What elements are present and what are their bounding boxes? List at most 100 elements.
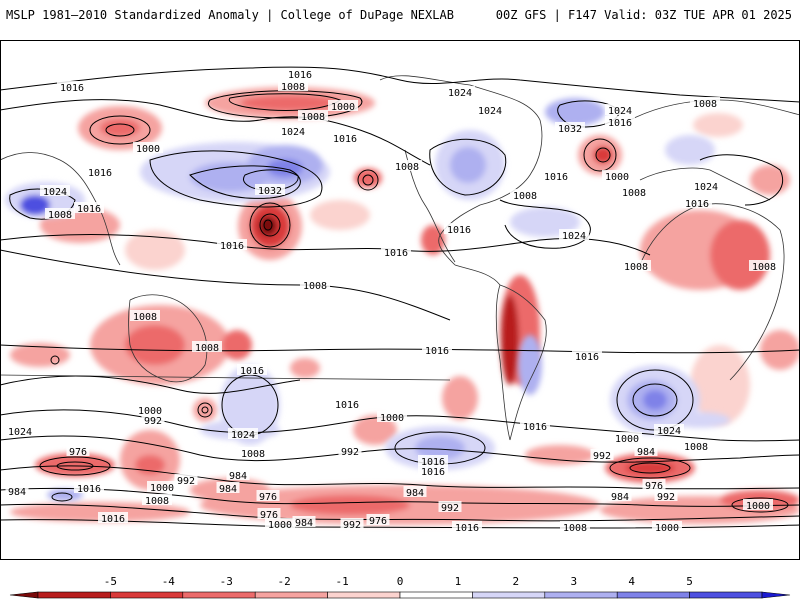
isobar-label-bg <box>377 411 407 422</box>
isobar-label-bg <box>257 508 281 519</box>
isobar-label-bg <box>422 344 452 355</box>
isobar-label: 1000 <box>655 523 679 534</box>
colorbar-tick-label: -1 <box>335 575 348 588</box>
isobar-label: 1024 <box>8 427 32 438</box>
isobar-label-bg <box>66 445 90 456</box>
isobar-label: 1000 <box>615 434 639 445</box>
isobar-label: 1016 <box>333 134 357 145</box>
isobar-label-bg <box>605 104 635 115</box>
isobar-label-bg <box>642 479 666 490</box>
isobar-label-bg <box>403 486 427 497</box>
isobar-label: 1016 <box>88 168 112 179</box>
isobar-label: 1016 <box>425 346 449 357</box>
isobar-label-bg <box>74 202 104 213</box>
model-run-info: 00Z GFS | F147 Valid: 03Z TUE APR 01 202… <box>495 8 792 22</box>
isobar-label: 1016 <box>575 352 599 363</box>
isobar-label: 1016 <box>608 118 632 129</box>
isobar-label: 1016 <box>288 70 312 81</box>
isobar-label-bg <box>135 404 165 415</box>
isobar-label: 1008 <box>563 523 587 534</box>
isobar-label-bg <box>300 279 330 290</box>
colorbar-cell <box>37 591 111 599</box>
colorbar-tick-label: -4 <box>162 575 176 588</box>
isobar-label: 976 <box>259 492 277 503</box>
isobar-label: 992 <box>177 476 195 487</box>
isobar-label: 1008 <box>693 99 717 110</box>
isobar-label: 984 <box>295 518 313 529</box>
isobar-label-bg <box>510 189 540 200</box>
isobar-label: 992 <box>593 451 611 462</box>
isobar-label: 1000 <box>605 172 629 183</box>
isobar-label-bg <box>654 424 684 435</box>
colorbar-right-extension <box>761 591 791 599</box>
isobar-label-bg <box>691 180 721 191</box>
isobar-label-bg <box>5 485 29 496</box>
isobar-label-bg <box>612 432 642 443</box>
colorbar-tick-label: 4 <box>628 575 635 588</box>
colorbar-tick-label: -3 <box>220 575 233 588</box>
isobar-label: 1024 <box>478 106 502 117</box>
isobar-label: 1024 <box>43 187 67 198</box>
colorbar-tick-label: 3 <box>570 575 577 588</box>
isobar-label: 1016 <box>421 457 445 468</box>
isobar-label: 984 <box>229 471 247 482</box>
isobar-label: 992 <box>343 520 361 531</box>
isobar-label-bg <box>85 166 115 177</box>
isobar-label-bg <box>340 518 364 529</box>
isobar-label-bg <box>338 445 362 456</box>
isobar-label-bg <box>559 229 589 240</box>
colorbar-cell <box>182 591 256 599</box>
isobar-label: 1000 <box>136 144 160 155</box>
isobar-label-bg <box>142 494 172 505</box>
isobar-label: 1032 <box>258 186 282 197</box>
isobar-label: 1000 <box>331 102 355 113</box>
isobar-label-bg <box>381 246 411 257</box>
isobar-label-bg <box>520 420 550 431</box>
isobar-label: 1016 <box>60 83 84 94</box>
isobar-label-bg <box>555 122 585 133</box>
isobar-label-bg <box>749 260 779 271</box>
isobar-label: 1016 <box>544 172 568 183</box>
isobar-label-bg <box>285 68 315 79</box>
isobar-label: 992 <box>144 416 162 427</box>
isobar-label: 1016 <box>421 467 445 478</box>
isobar-label-bg <box>130 310 160 321</box>
isobar-label: 1000 <box>150 483 174 494</box>
colorbar-cell <box>616 591 690 599</box>
anomaly-colorbar: -5 -4 -3 -2 -1 0 1 2 3 4 5 <box>9 575 791 599</box>
isobar-label: 984 <box>8 487 26 498</box>
isobar-label-bg <box>278 125 308 136</box>
isobar-label-bg <box>174 474 198 485</box>
isobar-label-bg <box>237 364 267 375</box>
isobar-label-bg <box>572 350 602 361</box>
isobar-label: 1024 <box>281 127 305 138</box>
colorbar-tick-label: 5 <box>686 575 693 588</box>
isobar-label: 1016 <box>523 422 547 433</box>
isobar-label: 1008 <box>48 210 72 221</box>
isobar-label-bg <box>238 447 268 458</box>
isobar-label-bg <box>141 414 165 425</box>
isobar-label: 1024 <box>448 88 472 99</box>
isobar-label: 992 <box>341 447 359 458</box>
isobar-label-bg <box>634 445 658 456</box>
isobar-label-bg <box>133 142 163 153</box>
isobar-label: 1016 <box>101 514 125 525</box>
isobar-label-bg <box>444 223 474 234</box>
isobar-label-bg <box>690 97 720 108</box>
isobar-label-bg <box>418 465 448 476</box>
isobar-label: 1024 <box>562 231 586 242</box>
isobar-label-bg <box>560 521 590 532</box>
colorbar-cell <box>472 591 546 599</box>
isobar-label-bg <box>418 455 448 466</box>
isobar-label-bg <box>445 86 475 97</box>
isobar-label: 1016 <box>447 225 471 236</box>
isobar-label: 1016 <box>335 400 359 411</box>
isobar-label: 1016 <box>384 248 408 259</box>
isobar-label: 1024 <box>694 182 718 193</box>
isobar-label-bg <box>256 490 280 501</box>
colorbar-tick-label: -2 <box>278 575 291 588</box>
isobar-label: 1008 <box>395 162 419 173</box>
isobar-label: 984 <box>611 492 629 503</box>
isobar-label: 976 <box>69 447 87 458</box>
